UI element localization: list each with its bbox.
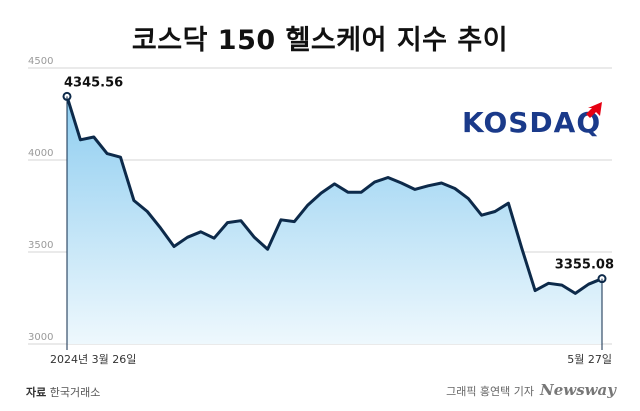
x-tick-label-end: 5월 27일 <box>567 352 612 366</box>
source-note: 자료 한국거래소 <box>26 384 100 400</box>
y-tick-label: 4000 <box>28 148 53 159</box>
x-tick-label-start: 2024년 3월 26일 <box>50 352 136 366</box>
source-value: 한국거래소 <box>49 386 101 399</box>
logo-arrow-icon <box>586 102 602 118</box>
x-axis-ticks: 2024년 3월 26일 5월 27일 <box>50 96 612 366</box>
data-label: 4345.56 <box>64 75 123 90</box>
y-axis-ticks: 3000 3500 4000 4500 <box>28 56 53 343</box>
source-label: 자료 <box>26 386 47 399</box>
y-tick-label: 3500 <box>28 240 53 251</box>
logo-text: KOSDAQ <box>462 106 601 139</box>
credit: 그래픽 홍연택 기자 Newsway <box>446 381 616 399</box>
brand-logo: Newsway <box>540 381 616 399</box>
y-tick-label: 3000 <box>28 332 53 343</box>
y-tick-label: 4500 <box>28 56 53 67</box>
data-label: 3355.08 <box>555 258 614 273</box>
kosdaq-logo: KOSDAQ <box>462 100 612 140</box>
data-labels: 4345.56 3355.08 <box>64 75 614 272</box>
area-fill <box>67 96 602 345</box>
series-line <box>65 95 603 295</box>
credit-text: 그래픽 홍연택 기자 <box>446 385 535 398</box>
chart-title: 코스닥 150 헬스케어 지수 추이 <box>131 25 509 56</box>
